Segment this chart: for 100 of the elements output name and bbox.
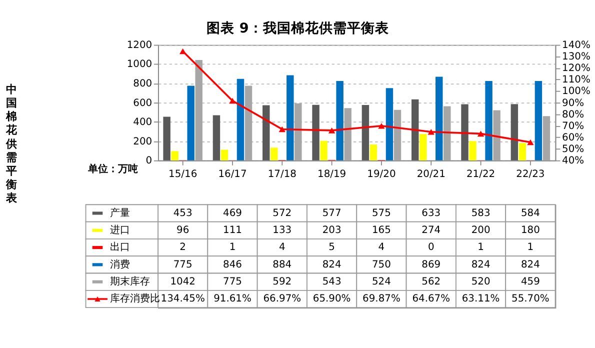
legend-label: 消费 [110, 258, 130, 270]
legend-label: 进口 [110, 224, 130, 236]
bar [344, 108, 352, 160]
data-label: 0 [428, 242, 434, 254]
data-label: 2 [180, 242, 186, 254]
data-label: 69.87% [362, 294, 400, 305]
y-tick-label: 1000 [126, 59, 152, 70]
bar [220, 150, 228, 160]
data-label: 824 [520, 259, 540, 270]
y-tick-label: 1200 [126, 40, 152, 51]
data-label: 165 [372, 225, 391, 236]
point [328, 128, 336, 134]
data-label: 459 [520, 276, 540, 288]
data-label: 524 [372, 276, 391, 288]
data-label: 55.70% [512, 294, 550, 305]
data-label: 111 [223, 225, 242, 236]
bar [336, 81, 344, 160]
bar [212, 115, 220, 160]
bar [394, 110, 402, 160]
data-label: 453 [173, 208, 192, 219]
data-label: 775 [173, 259, 192, 270]
point [477, 130, 484, 137]
y-tick-label: 200 [133, 136, 152, 148]
bar [436, 76, 443, 160]
y-tick-label: 600 [133, 98, 152, 109]
data-label: 562 [422, 276, 441, 288]
legend-label: 出口 [110, 241, 130, 254]
x-tick-label: 15/16 [168, 169, 198, 180]
bar [163, 116, 170, 160]
data-label: 469 [223, 208, 242, 219]
data-label: 520 [471, 276, 490, 288]
data-label: 134.45% [160, 294, 205, 305]
data-label: 543 [322, 276, 342, 288]
y2-tick-label: 120% [562, 63, 590, 74]
bar [362, 105, 370, 160]
data-label: 1042 [170, 276, 196, 288]
y2-tick-label: 80% [562, 109, 584, 120]
bar [236, 78, 244, 160]
text: 中国棉花供需平衡表 [6, 83, 17, 204]
legend-label: 产量 [110, 206, 130, 219]
bar [518, 143, 526, 160]
y2-tick-label: 130% [562, 52, 590, 63]
data-label: 584 [520, 208, 540, 219]
bar [195, 60, 202, 160]
bar [461, 104, 468, 160]
bar [485, 81, 492, 160]
data-label: 4 [378, 242, 385, 254]
bar [286, 75, 294, 160]
chart-title: 图表 9：我国棉花供需平衡表 [206, 20, 390, 37]
data-label: 592 [272, 276, 292, 288]
point [378, 122, 385, 129]
data-label: 572 [272, 208, 292, 219]
data-label: 1 [478, 242, 484, 254]
data-label: 884 [272, 259, 292, 270]
bar [187, 86, 194, 160]
bar [493, 110, 500, 160]
data-label: 64.67% [412, 294, 450, 305]
x-tick-label: 19/20 [367, 169, 396, 180]
legend-label: 库存消费比 [110, 292, 160, 305]
legend-label: 期末库存 [110, 276, 150, 288]
data-label: 577 [322, 208, 342, 219]
y2-tick-label: 50% [562, 144, 584, 155]
x-tick-label: 22/23 [516, 169, 545, 180]
data-label: 824 [322, 259, 342, 270]
point [179, 48, 186, 54]
bar [386, 88, 394, 160]
x-tick-label: 21/22 [466, 169, 496, 180]
bar [411, 99, 419, 160]
y2-tick-label: 100% [562, 86, 590, 98]
bar [534, 81, 542, 160]
data-label: 200 [471, 225, 490, 236]
y2-tick-label: 60% [562, 132, 584, 144]
y2-tick-label: 40% [562, 156, 584, 167]
bar [294, 103, 302, 160]
y-tick-label: 400 [133, 117, 152, 128]
data-label: 96 [176, 225, 190, 236]
bar [320, 140, 328, 160]
data-label: 869 [422, 259, 441, 270]
data-label: 91.61% [214, 294, 252, 305]
y2-tick-label: 110% [562, 74, 590, 86]
data-label: 1 [527, 242, 534, 254]
bar [262, 105, 270, 160]
y-tick-label: 800 [133, 78, 152, 90]
y2-tick-label: 70% [562, 120, 584, 132]
point [229, 98, 236, 104]
data-label: 575 [372, 208, 391, 219]
bar [270, 148, 278, 160]
data-label: 583 [471, 208, 490, 219]
point [428, 128, 434, 135]
data-label: 180 [520, 225, 540, 236]
point [278, 126, 286, 132]
point [527, 139, 534, 146]
data-label: 633 [422, 208, 441, 219]
x-tick-label: 20/21 [416, 169, 446, 180]
bar [370, 144, 378, 160]
data-label: 824 [471, 259, 490, 270]
data-label: 1 [229, 242, 236, 254]
y2-tick-label: 90% [562, 98, 584, 109]
data-label: 775 [223, 276, 242, 288]
data-label: 4 [278, 242, 286, 254]
